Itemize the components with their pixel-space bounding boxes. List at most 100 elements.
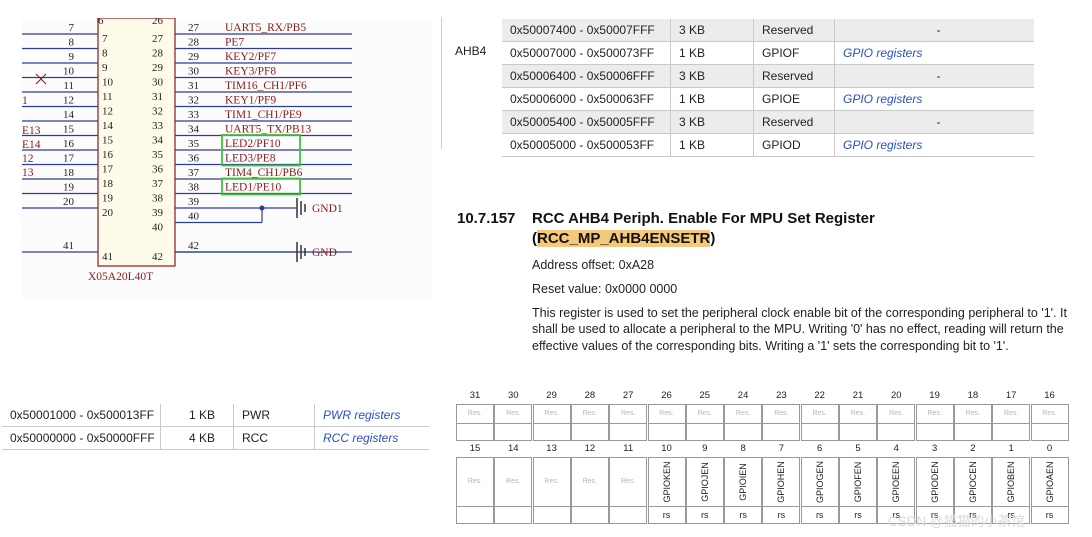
junction-dot [259,205,265,211]
peripheral-cell: PWR [233,404,315,427]
size-cell: 3 KB [670,19,754,42]
title-paren-close: ) [710,230,716,247]
net-label: UART5_RX/PB5 [225,22,306,34]
pin-number-inner: 39 [152,207,164,219]
access-cell-empty [762,423,801,441]
field-bit-cell: GPIODEN [915,457,954,507]
access-cell-empty [1030,423,1069,441]
pin-number-inner: 30 [152,77,164,89]
pin-number-outer: 36 [188,153,200,165]
net-label-fragment: 13 [22,167,34,179]
pin-number-outer: 29 [188,51,200,63]
reserved-bit-cell: Res. [724,404,763,424]
access-cell-empty [532,506,571,524]
section-number: 10.7.157 [457,210,516,227]
access-cell: rs [953,506,992,524]
reserved-bit-cell: Res. [1030,404,1069,424]
net-label: LED3/PE8 [225,153,276,165]
field-bit-cell: GPIOAEN [1030,457,1069,507]
led2-led3-highlight [221,134,301,167]
register-link-cell: RCC registers [314,426,429,450]
field-bit-cell: GPIOEEN [877,457,916,507]
peripheral-cell: RCC [233,426,315,450]
register-link[interactable]: PWR registers [323,408,401,422]
field-bit-cell: GPIOJEN [685,457,724,507]
field-bit-cell: GPIOBEN [992,457,1031,507]
reserved-bit-cell: Res. [456,404,494,424]
pin-number-outer: 10 [63,66,75,78]
reserved-bit-cell: Res. [877,404,916,424]
bit-number: 16 [1044,390,1055,401]
memory-map-table-top: 0x50007400 - 0x50007FFF 3 KB Reserved -0x50… [502,19,1034,157]
field-name: GPIOIEN [738,463,749,501]
pin-number-outer: 40 [188,211,200,223]
field-name: GPIOBEN [1006,461,1017,503]
pin-number-outer: 27 [188,22,200,34]
address-range-cell: 0x50005000 - 0x500053FF [502,133,671,157]
bit-number: 20 [891,390,902,401]
address-range-cell: 0x50000000 - 0x50000FFF [2,426,161,450]
table-row: 0x50001000 - 0x500013FF 1 KB PWR PWR regist… [2,404,429,427]
register-link[interactable]: GPIO registers [843,46,923,60]
dash-text: - [936,23,941,37]
field-name: GPIOEEN [891,461,902,503]
peripheral-cell: GPIOF [753,41,835,65]
bit-number: 23 [776,390,787,401]
field-bit-cell: GPIOIEN [724,457,763,507]
net-label: KEY1/PF9 [225,95,276,107]
bit-number: 11 [623,443,634,454]
pin-number-inner: 27 [152,33,164,45]
pin-number-inner: 10 [102,77,114,89]
reset-value: Reset value: 0x0000 0000 [532,282,678,296]
access-cell: rs [1030,506,1069,524]
net-label-fragment: E13 [22,125,41,137]
pin-number-inner: 8 [102,48,108,60]
peripheral-cell: Reserved [753,19,835,42]
memory-map-table-bottom: 0x50001000 - 0x500013FF 1 KB PWR PWR regist… [2,404,429,450]
net-label: LED1/PE10 [225,182,281,194]
pin-number-inner: 18 [102,178,114,190]
reserved-bit-cell: Res. [992,404,1031,424]
reserved-bit-cell: Res. [647,404,686,424]
access-cell-empty [609,506,648,524]
size-cell: 1 KB [670,41,754,65]
pin-number-inner: 36 [152,164,164,176]
reserved-bit-cell: Res. [609,404,648,424]
bus-label: AHB4 [455,44,487,58]
ground-label: GND [312,247,337,259]
register-link-cell: - [834,64,1034,88]
pin-number-inner: 9 [102,62,108,74]
access-cell: rs [724,506,763,524]
reserved-bit-cell: Res. [494,457,533,507]
peripheral-cell: Reserved [753,64,835,88]
bit-number: 28 [584,390,596,401]
title-paren-open: ( [532,230,537,247]
register-link-cell: GPIO registers [834,41,1034,65]
pin-number-inner: 34 [152,135,164,147]
register-link[interactable]: RCC registers [323,431,399,445]
table-row: 0x50007400 - 0x50007FFF 3 KB Reserved - [502,19,1034,42]
bit-number: 21 [852,390,864,401]
bit-number: 0 [1046,443,1053,454]
register-link-cell: - [834,110,1034,134]
address-offset: Address offset: 0xA28 [532,258,655,272]
access-cell-empty [992,423,1031,441]
reserved-bit-cell: Res. [570,457,609,507]
address-range-cell: 0x50006400 - 0x50006FFF [502,64,671,88]
register-link[interactable]: GPIO registers [843,92,923,106]
schematic-drawing: 6 26 7 7 8 8 9 9 10 10 11 11 12 12 14 14 15 15 16 16 17 17 18 1… [22,18,352,283]
access-cell-empty [953,423,992,441]
reserved-bit-cell: Res. [570,404,609,424]
pin-number-outer: 37 [188,167,200,179]
register-link-cell: GPIO registers [834,133,1034,157]
register-link[interactable]: GPIO registers [843,138,923,152]
pin-number-outer: 17 [63,153,75,165]
pin-number-outer: 20 [63,196,75,208]
net-label-fragment: 12 [22,153,34,165]
pin-number-inner: 28 [152,48,164,60]
bit-number: 12 [584,443,596,454]
pin-number-outer: 14 [63,109,75,121]
pin-number-outer: 8 [69,37,75,49]
access-cell-empty [915,423,954,441]
bit-number: 1 [1008,443,1014,454]
